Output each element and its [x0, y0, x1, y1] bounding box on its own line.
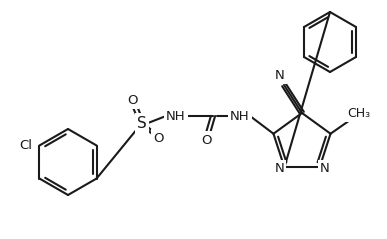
Text: S: S — [137, 115, 147, 130]
Text: Cl: Cl — [19, 139, 32, 152]
Text: NH: NH — [230, 109, 250, 123]
Text: NH: NH — [166, 109, 186, 123]
Text: N: N — [274, 162, 284, 175]
Text: O: O — [201, 134, 211, 147]
Text: CH₃: CH₃ — [347, 107, 370, 120]
Text: O: O — [127, 93, 137, 107]
Text: N: N — [320, 162, 329, 175]
Text: O: O — [153, 131, 163, 145]
Text: N: N — [275, 69, 285, 81]
